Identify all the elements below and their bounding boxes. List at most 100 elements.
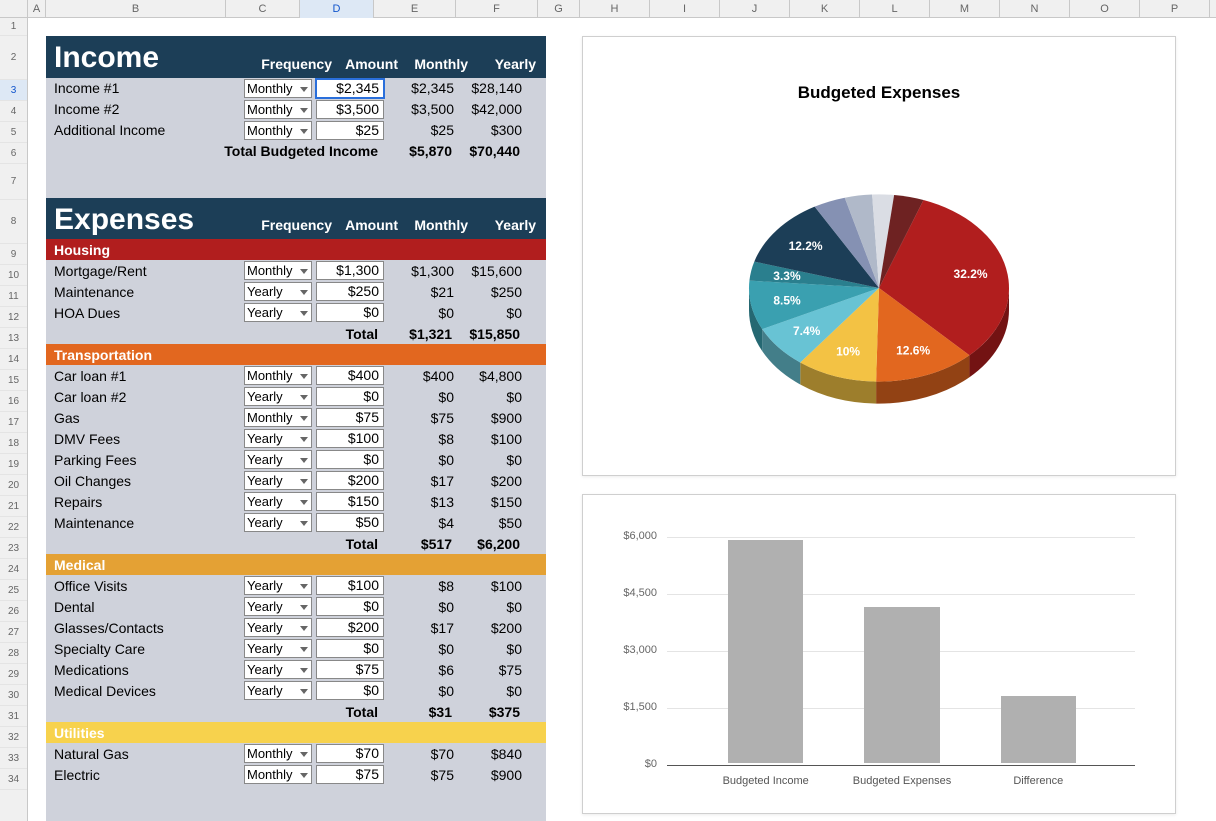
row-header-24[interactable]: 24 (0, 559, 27, 580)
row-header-8[interactable]: 8 (0, 200, 27, 244)
column-header-i[interactable]: I (650, 0, 720, 18)
column-header-l[interactable]: L (860, 0, 930, 18)
amount-input[interactable]: $150 (316, 492, 384, 511)
frequency-dropdown[interactable]: Yearly (244, 282, 312, 301)
column-header-d[interactable]: D (300, 0, 374, 18)
row-header-34[interactable]: 34 (0, 769, 27, 790)
row-header-32[interactable]: 32 (0, 727, 27, 748)
table-row: HOA DuesYearly$0$0$0 (46, 302, 546, 323)
amount-input[interactable]: $75 (316, 765, 384, 784)
frequency-dropdown[interactable]: Yearly (244, 597, 312, 616)
row-header-33[interactable]: 33 (0, 748, 27, 769)
frequency-dropdown[interactable]: Yearly (244, 513, 312, 532)
amount-input[interactable]: $200 (316, 618, 384, 637)
row-header-17[interactable]: 17 (0, 412, 27, 433)
amount-input[interactable]: $0 (316, 450, 384, 469)
amount-input[interactable]: $2,345 (316, 79, 384, 98)
row-header-9[interactable]: 9 (0, 244, 27, 265)
column-header-c[interactable]: C (226, 0, 300, 18)
frequency-dropdown[interactable]: Yearly (244, 576, 312, 595)
row-header-28[interactable]: 28 (0, 643, 27, 664)
amount-input[interactable]: $200 (316, 471, 384, 490)
frequency-dropdown[interactable]: Yearly (244, 471, 312, 490)
amount-input[interactable]: $0 (316, 639, 384, 658)
row-header-27[interactable]: 27 (0, 622, 27, 643)
frequency-dropdown[interactable]: Yearly (244, 429, 312, 448)
amount-input[interactable]: $0 (316, 303, 384, 322)
frequency-dropdown[interactable]: Monthly (244, 366, 312, 385)
frequency-dropdown[interactable]: Yearly (244, 303, 312, 322)
row-header-5[interactable]: 5 (0, 122, 27, 143)
total-row: Total$517$6,200 (46, 533, 546, 554)
frequency-dropdown[interactable]: Monthly (244, 79, 312, 98)
amount-input[interactable]: $50 (316, 513, 384, 532)
row-header-20[interactable]: 20 (0, 475, 27, 496)
column-header-p[interactable]: P (1140, 0, 1210, 18)
frequency-dropdown[interactable]: Yearly (244, 450, 312, 469)
frequency-dropdown[interactable]: Yearly (244, 660, 312, 679)
amount-input[interactable]: $400 (316, 366, 384, 385)
row-header-7[interactable]: 7 (0, 164, 27, 200)
amount-input[interactable]: $0 (316, 681, 384, 700)
row-header-30[interactable]: 30 (0, 685, 27, 706)
y-axis-label: $6,000 (597, 530, 657, 542)
row-header-11[interactable]: 11 (0, 286, 27, 307)
row-header-18[interactable]: 18 (0, 433, 27, 454)
row-header-31[interactable]: 31 (0, 706, 27, 727)
amount-input[interactable]: $70 (316, 744, 384, 763)
frequency-dropdown[interactable]: Monthly (244, 765, 312, 784)
amount-input[interactable]: $100 (316, 576, 384, 595)
row-header-22[interactable]: 22 (0, 517, 27, 538)
yearly-value: $15,600 (458, 263, 526, 279)
row-header-2[interactable]: 2 (0, 36, 27, 80)
column-header-f[interactable]: F (456, 0, 538, 18)
row-header-14[interactable]: 14 (0, 349, 27, 370)
row-header-6[interactable]: 6 (0, 143, 27, 164)
column-header-g[interactable]: G (538, 0, 580, 18)
frequency-dropdown[interactable]: Yearly (244, 681, 312, 700)
column-header-a[interactable]: A (28, 0, 46, 18)
row-header-25[interactable]: 25 (0, 580, 27, 601)
amount-input[interactable]: $1,300 (316, 261, 384, 280)
frequency-dropdown[interactable]: Yearly (244, 387, 312, 406)
frequency-dropdown[interactable]: Monthly (244, 408, 312, 427)
monthly-value: $0 (390, 452, 458, 468)
column-header-m[interactable]: M (930, 0, 1000, 18)
frequency-dropdown[interactable]: Monthly (244, 261, 312, 280)
row-header-3[interactable]: 3 (0, 80, 27, 101)
amount-input[interactable]: $75 (316, 408, 384, 427)
amount-input[interactable]: $0 (316, 597, 384, 616)
frequency-dropdown[interactable]: Monthly (244, 100, 312, 119)
row-header-13[interactable]: 13 (0, 328, 27, 349)
amount-input[interactable]: $3,500 (316, 100, 384, 119)
amount-input[interactable]: $100 (316, 429, 384, 448)
frequency-dropdown[interactable]: Yearly (244, 639, 312, 658)
amount-input[interactable]: $250 (316, 282, 384, 301)
amount-input[interactable]: $25 (316, 121, 384, 140)
row-header-4[interactable]: 4 (0, 101, 27, 122)
row-header-12[interactable]: 12 (0, 307, 27, 328)
row-header-21[interactable]: 21 (0, 496, 27, 517)
frequency-dropdown[interactable]: Monthly (244, 121, 312, 140)
row-header-1[interactable]: 1 (0, 18, 27, 36)
column-header-e[interactable]: E (374, 0, 456, 18)
row-header-10[interactable]: 10 (0, 265, 27, 286)
column-header-j[interactable]: J (720, 0, 790, 18)
row-header-23[interactable]: 23 (0, 538, 27, 559)
row-header-19[interactable]: 19 (0, 454, 27, 475)
amount-input[interactable]: $0 (316, 387, 384, 406)
row-header-15[interactable]: 15 (0, 370, 27, 391)
column-header-k[interactable]: K (790, 0, 860, 18)
row-header-26[interactable]: 26 (0, 601, 27, 622)
row-header-16[interactable]: 16 (0, 391, 27, 412)
amount-input[interactable]: $75 (316, 660, 384, 679)
frequency-dropdown[interactable]: Monthly (244, 744, 312, 763)
row-header-29[interactable]: 29 (0, 664, 27, 685)
frequency-dropdown[interactable]: Yearly (244, 492, 312, 511)
column-header-o[interactable]: O (1070, 0, 1140, 18)
column-header-h[interactable]: H (580, 0, 650, 18)
column-header-n[interactable]: N (1000, 0, 1070, 18)
frequency-dropdown[interactable]: Yearly (244, 618, 312, 637)
sheet-corner[interactable] (0, 0, 28, 18)
column-header-b[interactable]: B (46, 0, 226, 18)
